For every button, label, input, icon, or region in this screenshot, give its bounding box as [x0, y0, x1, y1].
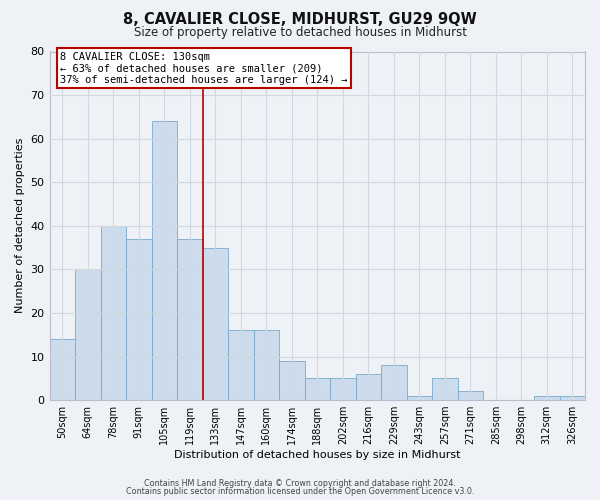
Y-axis label: Number of detached properties: Number of detached properties — [15, 138, 25, 314]
Bar — [152, 121, 177, 400]
Bar — [75, 270, 101, 400]
Text: 8 CAVALIER CLOSE: 130sqm
← 63% of detached houses are smaller (209)
37% of semi-: 8 CAVALIER CLOSE: 130sqm ← 63% of detach… — [60, 52, 348, 84]
Bar — [458, 392, 483, 400]
Bar — [534, 396, 560, 400]
Bar — [330, 378, 356, 400]
Bar — [126, 239, 152, 400]
Bar — [407, 396, 432, 400]
Text: 8, CAVALIER CLOSE, MIDHURST, GU29 9QW: 8, CAVALIER CLOSE, MIDHURST, GU29 9QW — [123, 12, 477, 28]
Bar — [254, 330, 279, 400]
Text: Size of property relative to detached houses in Midhurst: Size of property relative to detached ho… — [133, 26, 467, 39]
Bar — [432, 378, 458, 400]
Text: Contains HM Land Registry data © Crown copyright and database right 2024.: Contains HM Land Registry data © Crown c… — [144, 478, 456, 488]
Bar — [305, 378, 330, 400]
Bar — [356, 374, 381, 400]
Bar — [177, 239, 203, 400]
Bar — [228, 330, 254, 400]
X-axis label: Distribution of detached houses by size in Midhurst: Distribution of detached houses by size … — [174, 450, 461, 460]
Bar — [50, 339, 75, 400]
Text: Contains public sector information licensed under the Open Government Licence v3: Contains public sector information licen… — [126, 487, 474, 496]
Bar — [203, 248, 228, 400]
Bar — [381, 365, 407, 400]
Bar — [101, 226, 126, 400]
Bar — [560, 396, 585, 400]
Bar — [279, 361, 305, 400]
